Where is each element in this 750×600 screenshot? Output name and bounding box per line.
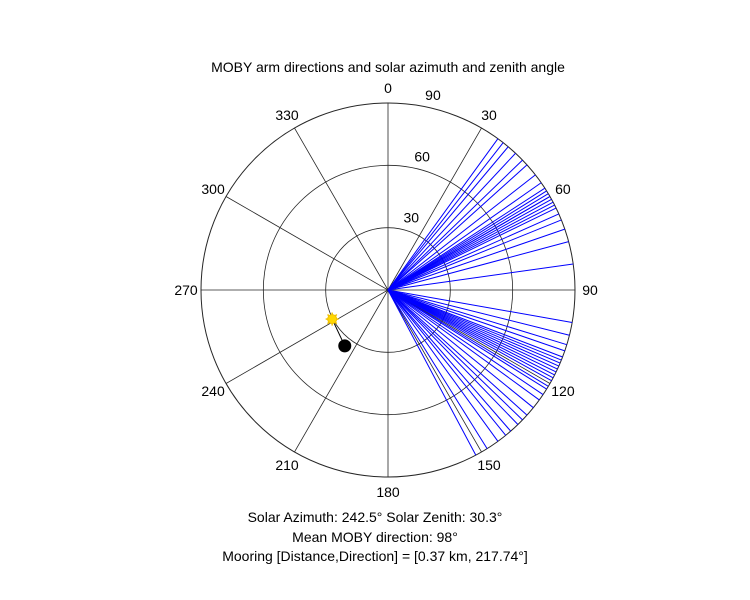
- arm-direction-line: [387, 289, 570, 336]
- arm-direction-line: [387, 146, 509, 291]
- angle-grid-spoke: [294, 289, 389, 453]
- angle-tick-label: 30: [481, 107, 497, 123]
- arm-direction-line: [387, 138, 499, 291]
- angle-tick-label: 0: [384, 80, 392, 96]
- angle-tick-label: 120: [551, 383, 575, 399]
- angle-grid-spoke: [387, 289, 482, 453]
- angle-grid-spoke: [225, 289, 389, 384]
- radial-tick-label: 90: [425, 87, 441, 103]
- arm-direction-line: [387, 289, 528, 416]
- arm-direction-line: [387, 152, 516, 291]
- arm-direction-line: [387, 228, 565, 291]
- mooring-caption: Mooring [Distance,Direction] = [0.37 km,…: [222, 548, 528, 564]
- arm-direction-line: [387, 204, 555, 291]
- radial-tick-labels: 30 60 90: [404, 87, 441, 226]
- arm-direction-line: [387, 289, 499, 442]
- arm-direction-line: [387, 201, 554, 291]
- arm-direction-line: [387, 289, 534, 409]
- arm-direction-line: [387, 142, 504, 291]
- arm-direction-line: [387, 174, 536, 291]
- arm-direction-line: [387, 289, 565, 352]
- arm-direction-line: [387, 289, 544, 395]
- chart-title: MOBY arm directions and solar azimuth an…: [211, 59, 565, 75]
- arm-direction-line: [387, 219, 562, 291]
- moby-point-marker: [338, 339, 352, 353]
- angle-tick-label: 240: [201, 383, 225, 399]
- arm-direction-line: [387, 187, 546, 291]
- moby-arm-lines: [387, 138, 574, 456]
- arm-direction-line: [387, 190, 547, 291]
- arm-direction-line: [387, 182, 542, 291]
- angle-tick-labels: 0 30 60 90 120 150 180 210 240 270 300 330: [174, 80, 598, 500]
- arm-direction-line: [387, 289, 563, 358]
- angle-tick-label: 270: [174, 282, 198, 298]
- angle-tick-label: 180: [376, 484, 400, 500]
- arm-direction-line: [387, 159, 523, 291]
- arm-direction-line: [387, 289, 561, 364]
- arm-direction-line: [387, 289, 573, 323]
- angle-tick-label: 330: [275, 107, 299, 123]
- arm-direction-line: [387, 207, 557, 291]
- arm-direction-line: [387, 213, 560, 291]
- arm-direction-line: [387, 196, 551, 291]
- arm-direction-line: [387, 289, 555, 376]
- point-markers: [325, 312, 352, 353]
- arm-direction-line: [387, 289, 557, 373]
- arm-direction-line: [387, 289, 519, 425]
- radial-tick-label: 60: [414, 148, 430, 164]
- arm-direction-line: [387, 289, 558, 370]
- arm-direction-line: [387, 289, 560, 367]
- arm-direction-line: [387, 289, 567, 346]
- angle-grid-spoke: [294, 127, 389, 291]
- arm-direction-line: [387, 198, 552, 291]
- arm-direction-line: [387, 289, 488, 449]
- polar-grid: [200, 102, 576, 478]
- arm-direction-line: [387, 164, 528, 291]
- arm-direction-line: [387, 193, 549, 291]
- arm-direction-line: [387, 241, 569, 291]
- arm-direction-line: [387, 289, 477, 456]
- angle-tick-label: 150: [477, 457, 501, 473]
- arm-direction-line: [387, 289, 547, 390]
- angle-grid-spoke: [225, 196, 389, 291]
- arm-direction-line: [387, 263, 574, 291]
- arm-direction-line: [387, 289, 549, 387]
- arm-direction-line: [387, 289, 523, 421]
- arm-direction-line: [387, 289, 554, 379]
- radial-tick-label: 30: [404, 210, 420, 226]
- arm-direction-line: [387, 289, 562, 361]
- solar-caption: Solar Azimuth: 242.5° Solar Zenith: 30.3…: [247, 509, 503, 525]
- angle-tick-label: 90: [582, 282, 598, 298]
- sun-marker: [325, 312, 339, 326]
- mean-direction-caption: Mean MOBY direction: 98°: [292, 529, 458, 545]
- arm-direction-line: [387, 289, 507, 436]
- angle-tick-label: 60: [555, 181, 571, 197]
- angle-tick-label: 210: [275, 457, 299, 473]
- angle-grid-spoke: [387, 127, 482, 291]
- arm-direction-line: [387, 289, 552, 382]
- angle-tick-label: 300: [201, 181, 225, 197]
- arm-direction-line: [387, 289, 540, 401]
- arm-direction-line: [387, 289, 512, 432]
- angle-grid-spoke: [387, 289, 551, 384]
